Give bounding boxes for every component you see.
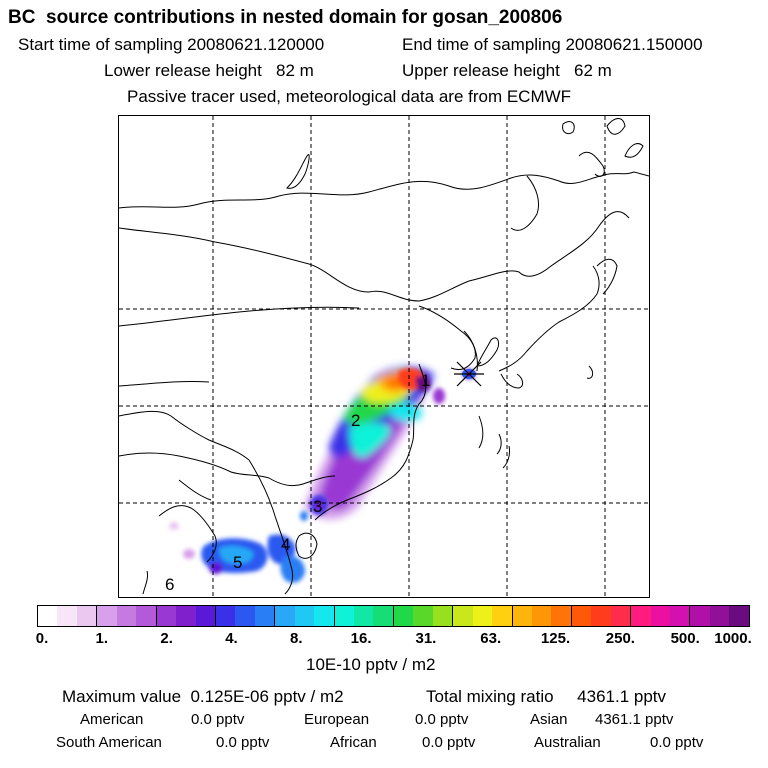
colorbar-cell — [570, 606, 592, 626]
region-label-4: 4 — [281, 535, 290, 554]
colorbar-cell — [57, 606, 77, 626]
colorbar-cell — [432, 606, 453, 626]
colorbar-tick-label: 1000. — [714, 630, 752, 647]
asian-value: 4361.1 pptv — [595, 711, 674, 728]
colorbar-cell — [195, 606, 215, 626]
colorbar-cell — [254, 606, 275, 626]
colorbar-cell — [235, 606, 255, 626]
colorbar — [37, 605, 750, 627]
colorbar-cell — [452, 606, 473, 626]
colorbar-cell — [214, 606, 236, 626]
colorbar-cell — [392, 606, 414, 626]
lower-release-height-label: Lower release height 82 m — [104, 61, 314, 80]
colorbar-cell — [709, 606, 730, 626]
region-label-3: 3 — [313, 497, 322, 516]
concentration-plume — [169, 366, 475, 583]
south-american-label: South American — [56, 734, 162, 751]
asian-label: Asian — [530, 711, 568, 728]
start-time-label: Start time of sampling 20080621.120000 — [18, 35, 325, 54]
colorbar-tick-label: 0. — [35, 630, 49, 647]
colorbar-cell — [116, 606, 137, 626]
colorbar-tick-label: 250. — [605, 630, 635, 647]
map-panel: 1 2 3 4 5 6 — [118, 115, 650, 598]
colorbar-cell — [531, 606, 552, 626]
maximum-value-label: Maximum value 0.125E-06 pptv / m2 — [62, 687, 344, 706]
european-value: 0.0 pptv — [415, 711, 469, 728]
tracer-note: Passive tracer used, meteorological data… — [127, 87, 572, 106]
region-label-2: 2 — [351, 411, 360, 430]
colorbar-cell — [472, 606, 493, 626]
colorbar-cell — [76, 606, 97, 626]
colorbar-cell — [551, 606, 571, 626]
colorbar-unit: 10E-10 pptv / m2 — [306, 655, 436, 674]
african-label: African — [330, 734, 377, 751]
colorbar-cell — [38, 606, 58, 626]
region-label-1: 1 — [421, 371, 430, 390]
coastlines — [119, 118, 649, 595]
end-time-label: End time of sampling 20080621.150000 — [402, 35, 703, 54]
colorbar-cell — [136, 606, 156, 626]
south-american-value: 0.0 pptv — [216, 734, 270, 751]
colorbar-cell — [294, 606, 315, 626]
colorbar-cell — [689, 606, 710, 626]
colorbar-cell — [96, 606, 117, 626]
colorbar-cell — [630, 606, 651, 626]
colorbar-cell — [511, 606, 532, 626]
australian-value: 0.0 pptv — [650, 734, 704, 751]
receptor-marker — [454, 361, 484, 387]
colorbar-cell — [354, 606, 374, 626]
colorbar-cell — [333, 606, 354, 626]
colorbar-cell — [176, 606, 196, 626]
colorbar-tick-label: 8. — [290, 630, 303, 647]
colorbar-cell — [274, 606, 295, 626]
colorbar-tick-label: 2. — [160, 630, 173, 647]
plot-title: BC source contributions in nested domain… — [8, 7, 563, 28]
colorbar-cell — [650, 606, 670, 626]
american-label: American — [80, 711, 144, 728]
colorbar-tick-label: 4. — [225, 630, 238, 647]
colorbar-cell — [492, 606, 512, 626]
total-mixing-ratio-label: Total mixing ratio 4361.1 pptv — [426, 687, 667, 706]
region-label-6: 6 — [165, 575, 174, 594]
american-value: 0.0 pptv — [191, 711, 245, 728]
australian-label: Australian — [534, 734, 601, 751]
colorbar-cell — [591, 606, 611, 626]
colorbar-cell — [373, 606, 393, 626]
colorbar-tick-label: 16. — [350, 630, 372, 647]
colorbar-tick-label: 1. — [95, 630, 109, 647]
colorbar-cell — [413, 606, 433, 626]
colorbar-tick-label: 31. — [415, 630, 437, 647]
region-label-5: 5 — [233, 553, 242, 572]
colorbar-tick-label: 125. — [540, 630, 571, 647]
colorbar-cell — [610, 606, 631, 626]
map-canvas: 1 2 3 4 5 6 — [119, 116, 649, 597]
colorbar-cell — [314, 606, 334, 626]
colorbar-tick-label: 63. — [480, 630, 502, 647]
colorbar-tick-label: 500. — [670, 630, 700, 647]
upper-release-height-label: Upper release height 62 m — [402, 61, 612, 80]
colorbar-cell — [670, 606, 690, 626]
african-value: 0.0 pptv — [422, 734, 476, 751]
graticule — [119, 116, 649, 597]
colorbar-cell — [729, 606, 749, 626]
colorbar-cell — [155, 606, 177, 626]
european-label: European — [304, 711, 370, 728]
